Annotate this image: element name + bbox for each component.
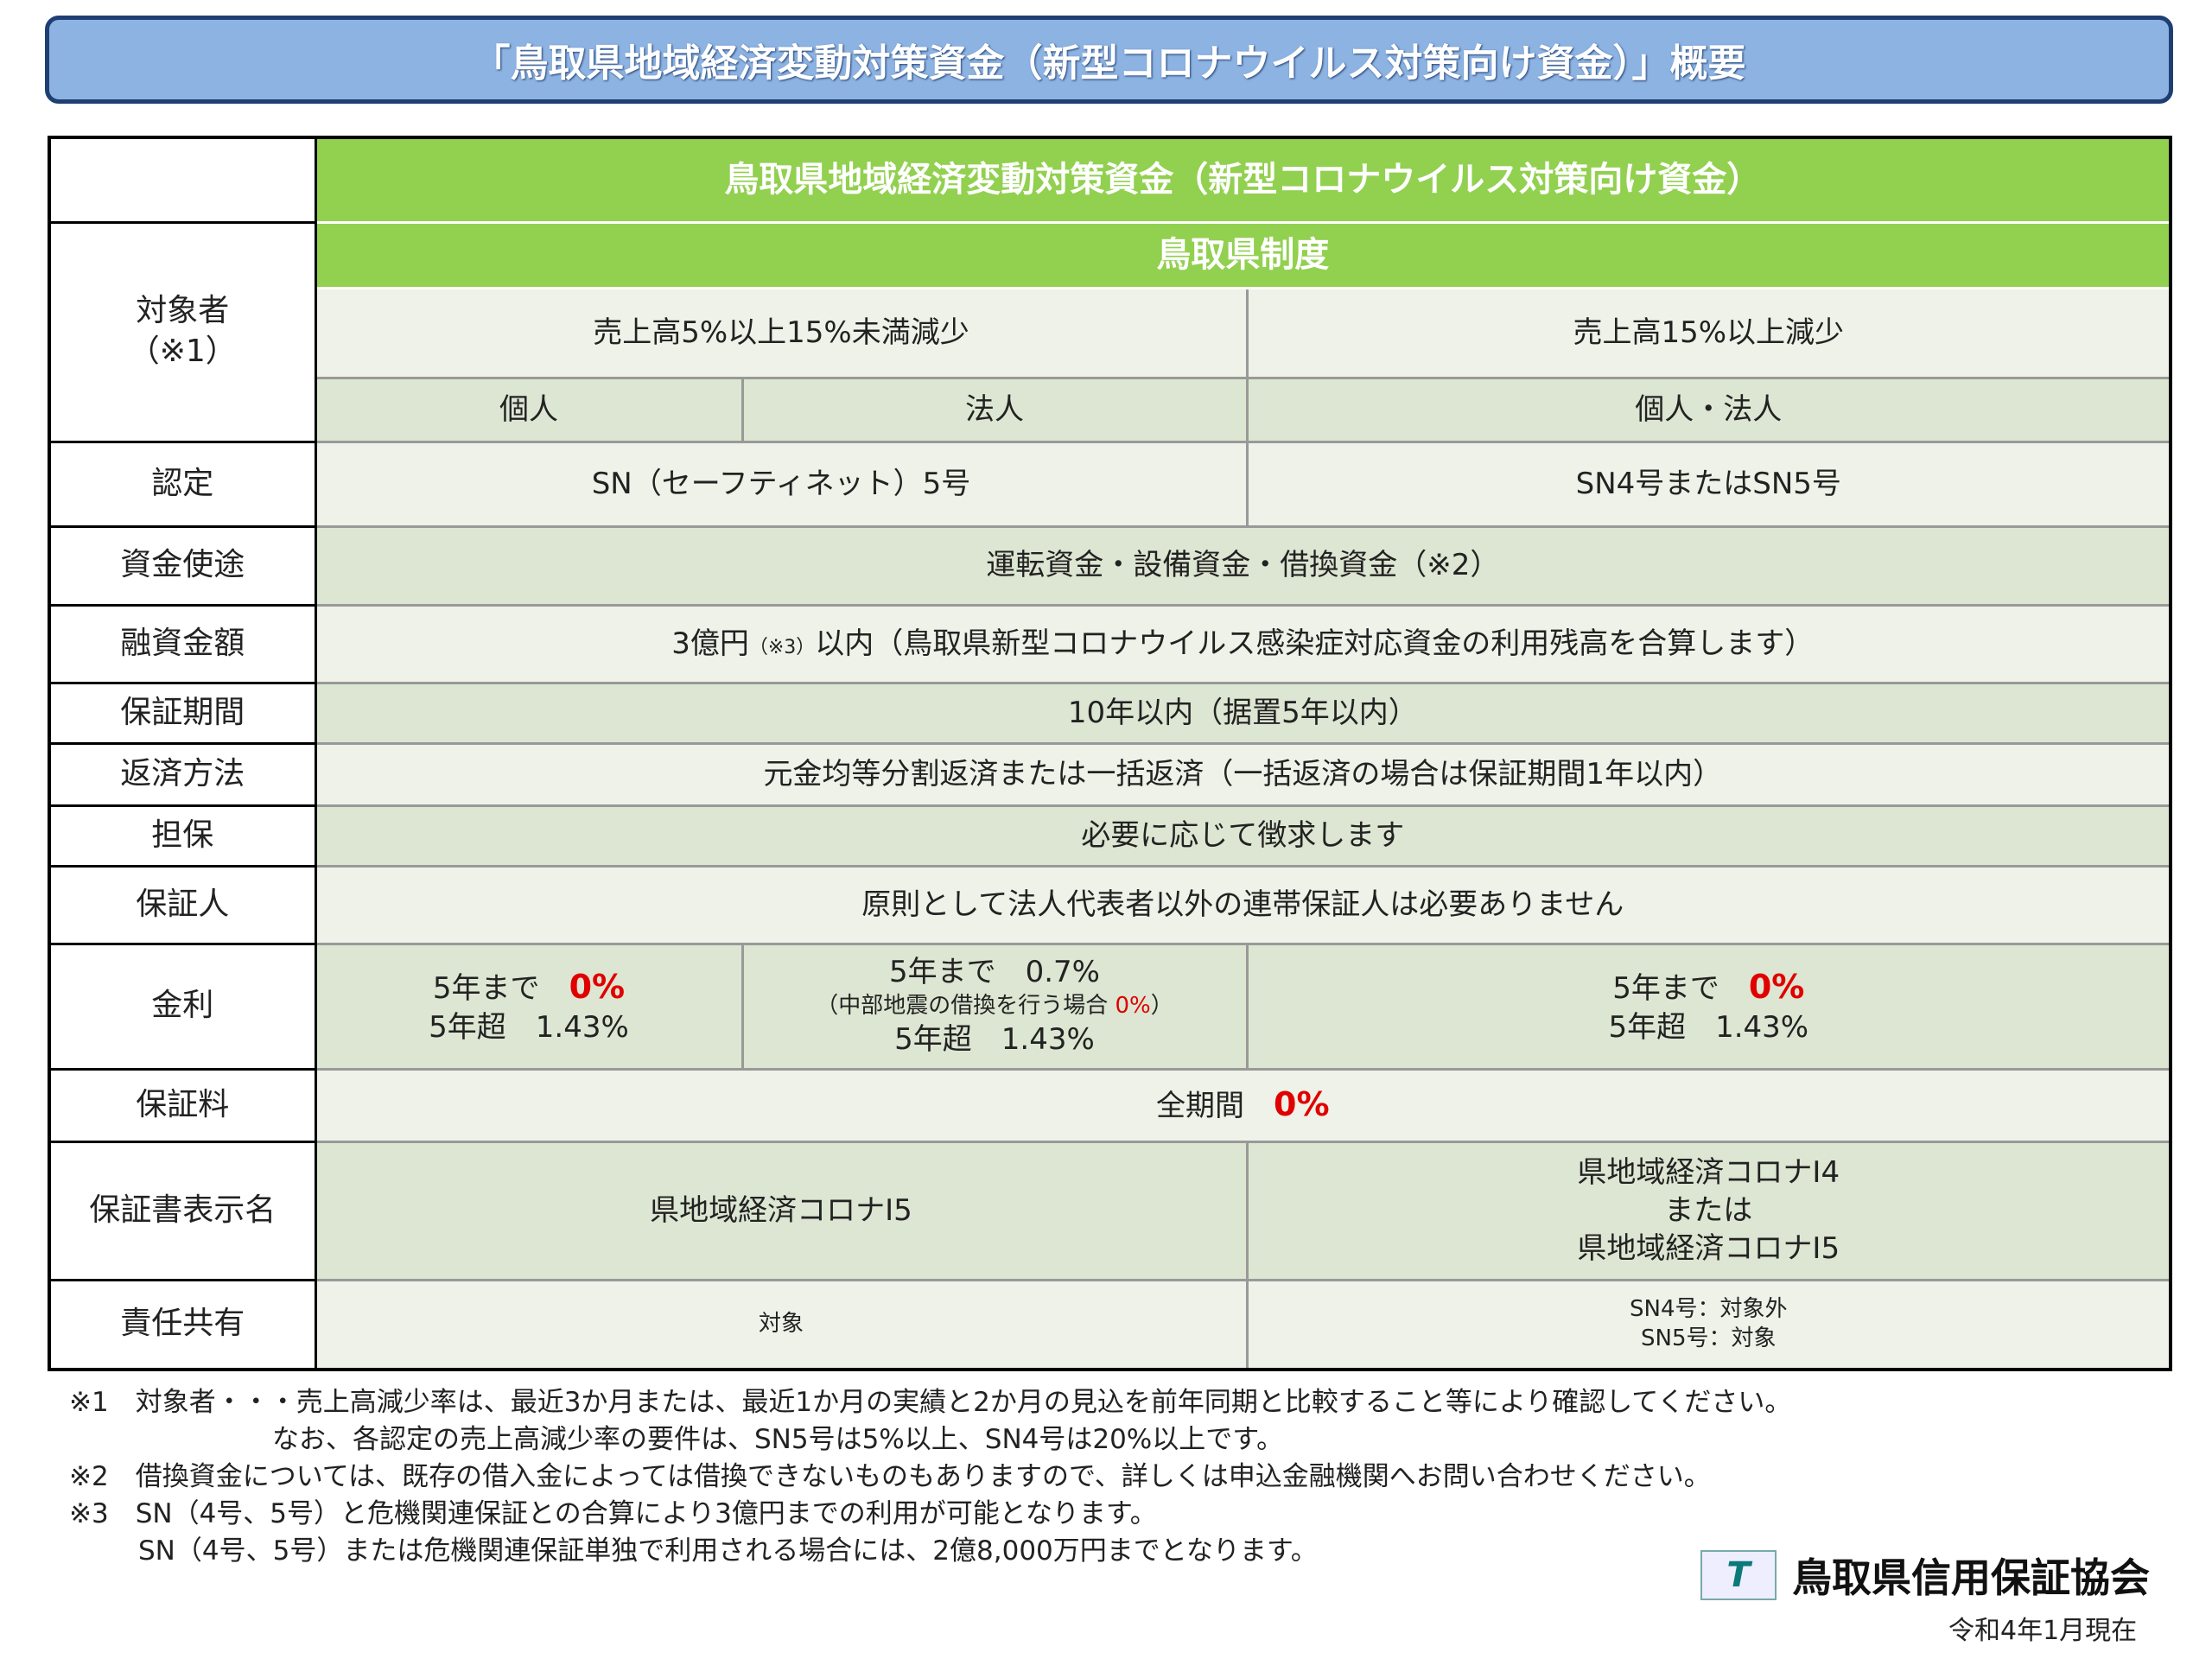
row-label-target: 対象者 （※1） [48,220,317,443]
organization-name: 鳥取県信用保証協会 [1792,1554,2150,1601]
row-label-ryo: 保証料 [48,1067,317,1143]
ryo-text: 全期間 [1156,1089,1244,1124]
table-subheader: 鳥取県制度 [314,220,2172,289]
row-label-hoshonin: 保証人 [48,864,317,945]
footnote-1: ※1 対象者・・・売上高減少率は、最近3か月または、最近1か月の実績と2か月の見… [69,1387,1792,1418]
ryo-value: 0% [1274,1085,1330,1124]
kinri-a1: 5年まで [432,970,540,1006]
hyoji-b: 県地域経済コロナⅠ4 または 県地域経済コロナⅠ5 [1245,1140,2172,1281]
kinri-b1: 5年まで 0.7% [888,955,1100,990]
hyoji-a: 県地域経済コロナⅠ5 [314,1140,1249,1281]
sekinin-b1: SN4号：対象外 [1630,1295,1788,1322]
table-header: 鳥取県地域経済変動対策資金（新型コロナウイルス対策向け資金） [314,136,2172,224]
hensai: 元金均等分割返済または一括返済（一括返済の場合は保証期間1年以内） [314,741,2172,807]
row-label-nintei: 認定 [48,440,317,528]
as-of-date: 令和4年1月現在 [1948,1616,2138,1646]
kikan: 10年以内（据置5年以内） [314,681,2172,745]
footnote-3-cont: SN（4号、5号）または危機関連保証単独で利用される場合には、2億8,000万円… [138,1535,1318,1567]
target-b: 売上高15%以上減少 [1245,286,2172,379]
kinri-b: 5年まで 0.7% （中部地震の借換を行う場合 0%） 5年超 1.43% [741,942,1249,1071]
kinri-b2-value: 0% [1115,992,1151,1019]
page-title: 「鳥取県地域経済変動対策資金（新型コロナウイルス対策向け資金）」概要 [45,16,2173,104]
logo-mark-icon: T [1700,1550,1777,1600]
sekinin-b2: SN5号：対象 [1641,1325,1777,1351]
yushi-pre: 3億円 [671,626,749,661]
row-label-yushi: 融資金額 [48,603,317,684]
kinri-c: 5年まで 0% 5年超 1.43% [1245,942,2172,1071]
footnote-2: ※2 借換資金については、既存の借入金によっては借換できないものもありますので、… [69,1461,1711,1492]
hyoji-b1: 県地域経済コロナⅠ4 [1577,1154,1840,1190]
row-label-hensai: 返済方法 [48,741,317,807]
organization-logo: T 鳥取県信用保証協会 [1700,1547,2150,1604]
ryo: 全期間 0% [314,1067,2172,1143]
footnotes: ※1 対象者・・・売上高減少率は、最近3か月または、最近1か月の実績と2か月の見… [69,1384,1791,1570]
loan-overview-table: 鳥取県地域経済変動対策資金（新型コロナウイルス対策向け資金） 対象者 （※1） … [48,136,2173,1371]
nintei-a: SN（セーフティネット）5号 [314,440,1249,528]
footnote-3: ※3 SN（4号、5号）と危機関連保証との合算により3億円までの利用が可能となり… [69,1498,1157,1529]
footnote-1-cont: なお、各認定の売上高減少率の要件は、SN5号は5%以上、SN4号は20%以上です… [272,1424,1284,1455]
row-label-shikin: 資金使途 [48,524,317,607]
kojin-hojin: 個人・法人 [1245,376,2172,443]
hyoji-b3: 県地域経済コロナⅠ5 [1577,1231,1840,1267]
hojin: 法人 [741,376,1249,443]
kojin: 個人 [314,376,744,443]
kinri-b2: （中部地震の借換を行う場合 [816,992,1109,1019]
row-label-hyoji: 保証書表示名 [48,1140,317,1281]
row-label-kinri: 金利 [48,942,317,1071]
kinri-a1-value: 0% [569,967,626,1006]
yushi-note: （※3） [748,636,816,658]
sekinin-a: 対象 [314,1278,1249,1371]
hyoji-b2: または [1664,1192,1753,1228]
kinri-c2: 5年超 1.43% [1608,1010,1809,1046]
kinri-c1: 5年まで [1612,970,1719,1006]
hoshonin: 原則として法人代表者以外の連帯保証人は必要ありません [314,864,2172,945]
row-label-tanpo: 担保 [48,804,317,868]
row-label-kikan: 保証期間 [48,681,317,745]
nintei-b: SN4号またはSN5号 [1245,440,2172,528]
kinri-b3: 5年超 1.43% [894,1022,1095,1058]
yushi: 3億円（※3）以内（鳥取県新型コロナウイルス感染症対応資金の利用残高を合算します… [314,603,2172,684]
kinri-c1-value: 0% [1748,967,1805,1006]
row-label-sekinin: 責任共有 [48,1278,317,1371]
kinri-a: 5年まで 0% 5年超 1.43% [314,942,744,1071]
kinri-b2-close: ） [1150,992,1173,1019]
yushi-post: 以内（鳥取県新型コロナウイルス感染症対応資金の利用残高を合算します） [815,626,1815,661]
kinri-a2: 5年超 1.43% [429,1010,629,1046]
sekinin-b: SN4号：対象外 SN5号：対象 [1245,1278,2172,1371]
target-a: 売上高5%以上15%未満減少 [314,286,1249,379]
shikin: 運転資金・設備資金・借換資金（※2） [314,524,2172,607]
corner-cell [48,136,317,224]
tanpo: 必要に応じて徴求します [314,804,2172,868]
